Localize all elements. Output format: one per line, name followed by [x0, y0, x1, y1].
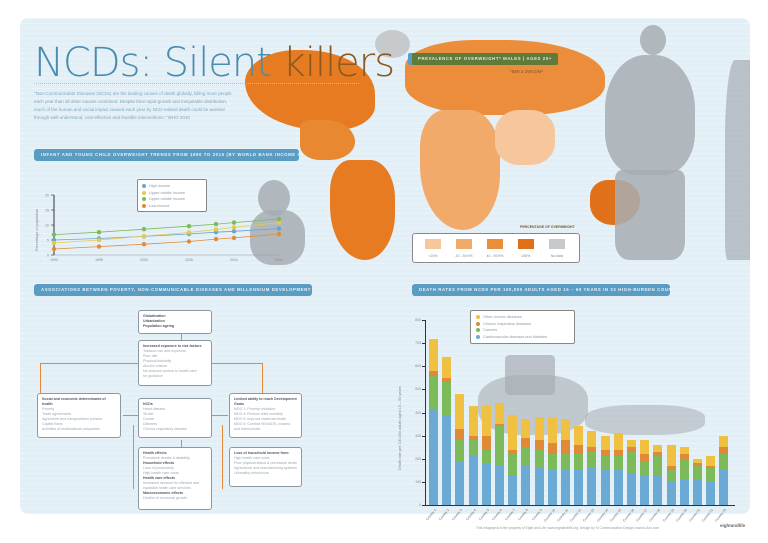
bar-chart-ylabel: Death rate per 100,000 adults aged 15 – …: [398, 386, 402, 470]
legend-swatch: [549, 239, 565, 249]
bar-stack: [495, 403, 504, 505]
svg-text:10: 10: [45, 224, 49, 228]
legend-label: ≥60%: [521, 254, 531, 258]
bar-stack: [706, 456, 716, 505]
line-chart: 0 5 10 15 20 1990 1995 2000 2005 2010 2015 Percenta…: [35, 194, 283, 263]
svg-text:2005: 2005: [185, 258, 193, 262]
map-header: PREVALENCE OF OVERWEIGHT* MALES | AGES 2…: [412, 53, 558, 65]
bar-stack: [666, 444, 676, 505]
bar-chart-header: DEATH RATES FROM NCDS PER 100,000 ADULTS…: [412, 284, 670, 296]
bar-chart-legend: Other chronic diseases Chronic respirato…: [470, 310, 575, 344]
svg-text:2010: 2010: [230, 258, 238, 262]
bar-stack: [719, 435, 729, 505]
svg-text:2000: 2000: [140, 258, 148, 262]
legend-label: No data: [550, 254, 564, 258]
line-chart-legend: High income Upper-middle income Upper-mi…: [137, 179, 207, 212]
flow-box-effects: Health effects Premature deaths & disabi…: [138, 447, 212, 510]
bar-stack: [693, 458, 702, 505]
bar-stack: [627, 440, 636, 505]
legend-swatch: [487, 239, 503, 249]
intro-quote: "Non-Communicable Diseases (NCDs) are th…: [34, 91, 232, 120]
map-legend: <20% 20 - 39.9% 40 - 59.9% ≥60% No data: [412, 233, 580, 263]
bar-stack: [468, 405, 478, 505]
bar-stack: [613, 433, 623, 505]
svg-text:2015: 2015: [275, 258, 283, 262]
map-subtitle: *BMI ≥ 25KG/M²: [510, 69, 543, 74]
svg-text:0: 0: [47, 254, 49, 258]
map-legend-title: PERCENTAGE OF OVERWEIGHT: [520, 225, 575, 229]
bar-stack: [547, 417, 557, 505]
footer-logo: eightandlife: [720, 523, 746, 528]
legend-swatch: [518, 239, 534, 249]
bar-stack: [561, 419, 570, 505]
bar-stack: [521, 419, 531, 505]
svg-text:1995: 1995: [95, 258, 103, 262]
flow-box-mdg: Limited ability to reach Development Goa…: [229, 393, 302, 438]
bar-stack: [640, 440, 650, 505]
bar-stack: [574, 426, 584, 505]
bar-stack: [442, 357, 452, 505]
page-title: NCDs: Silent killers: [34, 40, 395, 86]
line-chart-header: INFANT AND YOUNG CHILD OVERWEIGHT TRENDS…: [34, 149, 299, 161]
title-divider: [34, 83, 359, 84]
footer-credit: This infographic is the property of Eigh…: [476, 526, 660, 530]
bar-stack: [679, 447, 689, 505]
flow-box-determinants: Social and economic determinants of heal…: [37, 393, 121, 438]
bar-stack: [587, 431, 597, 505]
svg-text:Percentage of population: Percentage of population: [35, 209, 39, 251]
flow-box-income: Loss of household income from High healt…: [229, 447, 302, 487]
bar-stack: [600, 435, 610, 505]
svg-text:1990: 1990: [50, 258, 58, 262]
bar-stack: [653, 444, 663, 505]
flow-header: ASSOCIATIONS BETWEEN POVERTY, NON-COMMUN…: [34, 284, 312, 296]
legend-label: 40 - 59.9%: [486, 254, 504, 258]
legend-label: <20%: [428, 254, 438, 258]
bar-stack: [508, 414, 518, 505]
bar-stack: [455, 394, 465, 505]
legend-label: 20 - 39.9%: [455, 254, 473, 258]
legend-swatch: [456, 239, 472, 249]
bar-stack: [481, 405, 491, 505]
bar-stack: [429, 338, 438, 505]
bar-stack: [534, 417, 544, 505]
legend-swatch: [425, 239, 441, 249]
flow-box-ncds: NCDs Heart disease Stroke Cancer Diabetes Ch…: [138, 398, 212, 438]
flow-box-globalization: Globalization Urbanization Population agei…: [138, 310, 212, 334]
svg-text:15: 15: [45, 209, 49, 213]
svg-text:5: 5: [47, 239, 49, 243]
svg-text:20: 20: [45, 194, 49, 198]
flow-box-exposure: Increased exposure to risk factors Tobac…: [138, 340, 212, 386]
